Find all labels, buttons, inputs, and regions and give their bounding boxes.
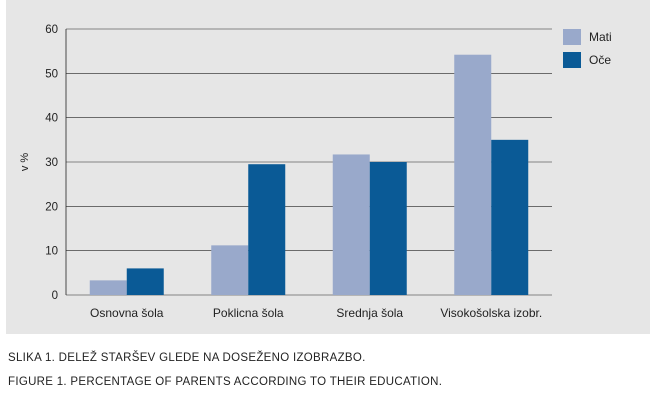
x-category-label-3: Visokošolska izobr.: [440, 306, 542, 320]
y-tick-label-10: 10: [45, 246, 58, 258]
y-tick-label-60: 60: [45, 24, 58, 36]
bars: [89, 54, 529, 295]
y-tick-label-30: 30: [45, 157, 58, 169]
chart-panel: 0 10 20 30 40 50 60 v % Osnovna šola Poklicna šol…: [6, 0, 650, 334]
x-category-label-0: Osnovna šola: [90, 306, 164, 320]
legend-swatch-0: [563, 29, 581, 45]
bar-oče-2: [369, 162, 407, 295]
legend-swatch-1: [563, 52, 581, 68]
x-category-label-1: Poklicna šola: [213, 306, 284, 320]
bar-mati-3: [454, 54, 492, 295]
axes: 0 10 20 30 40 50 60 v % Osnovna šola Poklicna šol…: [19, 24, 542, 320]
y-tick-label-20: 20: [45, 201, 58, 213]
gridlines: [66, 28, 552, 296]
legend: Mati Oče: [563, 29, 612, 68]
bar-oče-0: [126, 268, 164, 295]
bar-mati-0: [89, 280, 127, 295]
figure-caption-slovene: SLIKA 1. DELEŽ STARŠEV GLEDE NA DOSEŽENO…: [8, 352, 366, 364]
bar-chart: 0 10 20 30 40 50 60 v % Osnovna šola Poklicna šol…: [19, 24, 612, 320]
figure-caption-english: FIGURE 1. PERCENTAGE OF PARENTS ACCORDIN…: [8, 376, 443, 388]
y-tick-label-0: 0: [52, 290, 58, 302]
bar-oče-1: [248, 164, 286, 295]
y-axis-title: v %: [19, 153, 31, 172]
bar-mati-2: [332, 154, 370, 295]
bar-oče-3: [491, 139, 529, 295]
x-category-label-2: Srednja šola: [336, 306, 403, 320]
y-tick-label-40: 40: [45, 113, 58, 125]
legend-label-1: Oče: [589, 53, 611, 67]
y-tick-label-50: 50: [45, 68, 58, 80]
bar-mati-1: [211, 245, 249, 295]
legend-label-0: Mati: [589, 30, 612, 44]
